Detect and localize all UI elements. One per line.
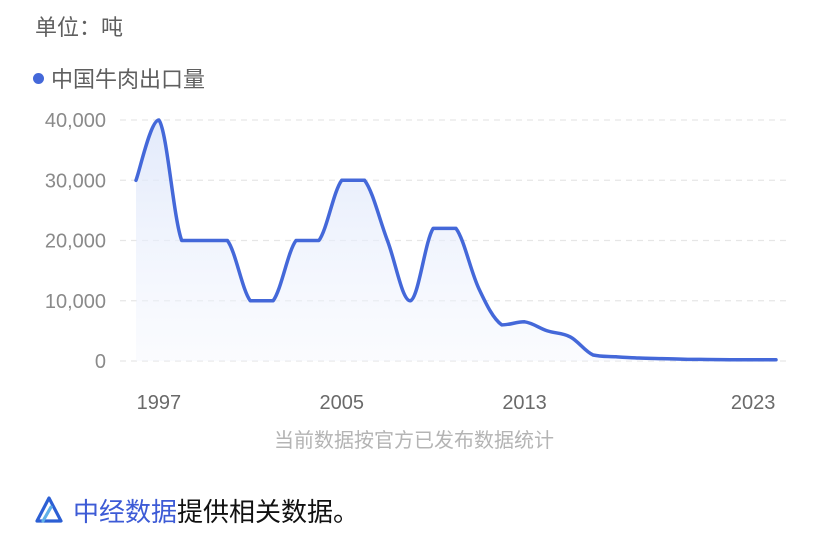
y-tick-label: 10,000 [45,291,106,313]
chart-legend: 中国牛肉出口量 [33,62,205,94]
y-tick-label: 40,000 [45,110,106,132]
x-tick-label: 2023 [731,392,776,414]
y-tick-label: 0 [95,351,106,373]
series-area [136,120,776,361]
brand-logo-icon [35,495,63,523]
source-note: 当前数据按官方已发布数据统计 [274,428,554,452]
legend-marker [33,72,44,84]
x-tick-label: 2005 [319,392,364,414]
y-axis-ticks: 0 10,000 20,000 30,000 40,000 [45,110,106,373]
x-axis-ticks: 1997 2005 2013 2023 [137,392,776,414]
y-tick-label: 30,000 [45,170,106,192]
y-tick-label: 20,000 [45,231,106,253]
brand-link[interactable]: 中经数据 [73,498,178,528]
x-tick-label: 2013 [502,392,547,414]
x-tick-label: 1997 [137,392,182,414]
unit-label: 单位：吨 [35,16,124,41]
series-line [134,118,778,362]
footer-text: 提供相关数据。 [177,498,360,528]
legend-series-name: 中国牛肉出口量 [51,68,206,93]
footer: 中经数据 提供相关数据。 [33,492,359,529]
